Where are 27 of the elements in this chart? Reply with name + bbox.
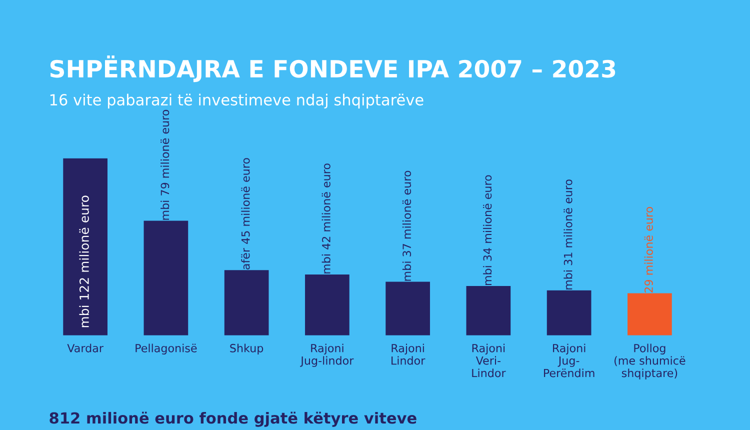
- x-tick-label: Rajoni Lindor: [392, 344, 426, 365]
- data-label: mbi 79 milionë euro: [160, 110, 170, 220]
- bar: [386, 282, 430, 336]
- bar: [546, 290, 592, 336]
- data-label: mbi 37 milionë euro: [402, 170, 412, 281]
- bar: [305, 274, 350, 336]
- bar: [144, 220, 188, 336]
- data-label: mbi 34 milionë euro: [483, 175, 492, 286]
- chart-title: SHPËRNDAJRA E FONDEVE IPA 2007 – 2023: [50, 56, 616, 82]
- bar: [628, 293, 672, 336]
- x-tick-label: Rajoni Veri- Lindor: [472, 344, 506, 378]
- x-tick-label: Pellagonisë: [136, 344, 197, 354]
- data-label: afër 45 milionë euro: [241, 158, 250, 270]
- data-label: 29 milionë euro: [644, 206, 653, 292]
- bar: [63, 158, 108, 336]
- data-label: mbi 42 milionë euro: [322, 164, 330, 274]
- data-label: mbi 122 milionë euro: [79, 196, 89, 328]
- text: 812 milionë euro fonde gjatë këtyre viteve: [50, 412, 416, 427]
- x-tick-label: Rajoni Jug-lindor: [300, 344, 354, 367]
- data-label: mbi 31 milionë euro: [564, 180, 572, 290]
- chart-subtitle: 16 vite pabarazi të investimeve ndaj shqiptarëve: [50, 94, 424, 109]
- x-tick-label: Rajoni Jug- Perëndim: [544, 344, 594, 378]
- x-tick-label: Shkup: [230, 344, 264, 354]
- x-tick-label: Vardar: [67, 344, 104, 352]
- bar: [466, 286, 511, 336]
- x-tick-label: Pollog (me shumicë shqiptare): [614, 344, 686, 380]
- bar: [224, 270, 269, 336]
